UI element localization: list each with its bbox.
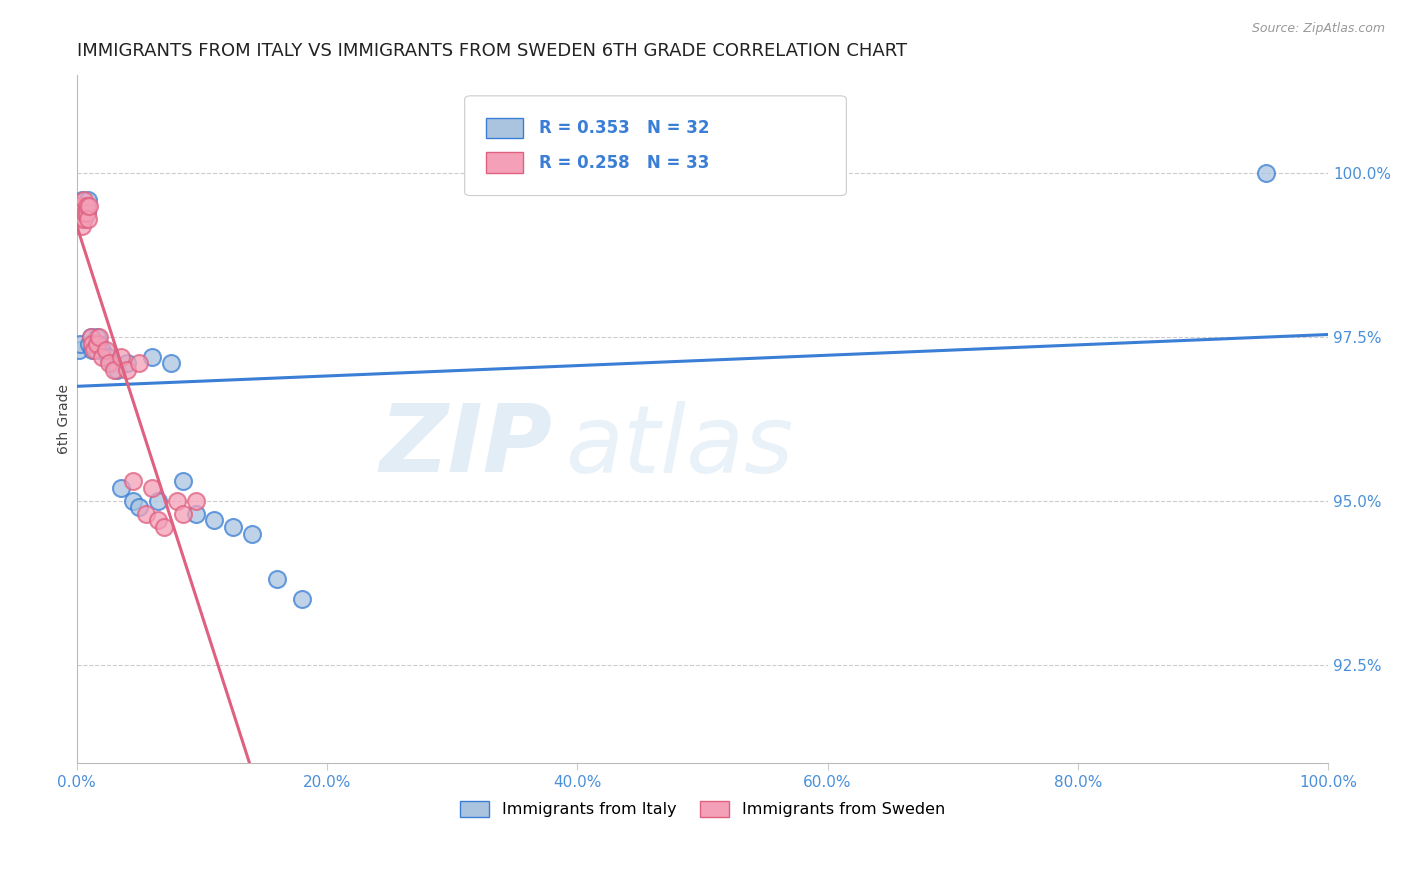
Point (115, 356, 138, 370)
Point (79, 330, 101, 344)
Point (222, 520, 245, 534)
Text: Source: ZipAtlas.com: Source: ZipAtlas.com (1251, 22, 1385, 36)
Point (89, 336, 111, 351)
Point (72, 205, 94, 219)
Text: ZIP: ZIP (380, 401, 553, 492)
Point (110, 350, 132, 364)
Point (291, 592, 314, 607)
Point (97, 350, 120, 364)
Point (70, 212, 93, 227)
Point (67, 205, 90, 219)
Point (83, 343, 105, 358)
Point (146, 493, 169, 508)
Point (166, 493, 188, 508)
FancyBboxPatch shape (486, 118, 523, 138)
Point (86, 336, 108, 351)
Point (79, 330, 101, 344)
Point (77, 336, 100, 351)
Legend: Immigrants from Italy, Immigrants from Sweden: Immigrants from Italy, Immigrants from S… (454, 794, 952, 823)
FancyBboxPatch shape (464, 95, 846, 195)
Point (141, 481, 163, 495)
Point (90, 350, 112, 364)
Y-axis label: 6th Grade: 6th Grade (58, 384, 72, 454)
Point (89, 330, 111, 344)
Point (159, 356, 181, 370)
Point (77, 199, 100, 213)
Point (94, 343, 117, 358)
Point (77, 193, 100, 207)
Point (72, 212, 94, 227)
Point (67, 343, 90, 358)
Point (141, 350, 163, 364)
Point (115, 363, 138, 377)
Point (122, 493, 145, 508)
Point (240, 526, 263, 541)
Point (128, 356, 150, 370)
Point (69, 199, 91, 213)
Point (146, 514, 169, 528)
Text: IMMIGRANTS FROM ITALY VS IMMIGRANTS FROM SWEDEN 6TH GRADE CORRELATION CHART: IMMIGRANTS FROM ITALY VS IMMIGRANTS FROM… (77, 42, 907, 60)
Point (128, 500, 150, 515)
Point (172, 474, 194, 488)
Point (122, 474, 145, 488)
Point (75, 199, 97, 213)
Text: R = 0.353   N = 32: R = 0.353 N = 32 (538, 120, 709, 137)
Point (76, 205, 98, 219)
Text: atlas: atlas (565, 401, 793, 492)
Point (135, 507, 157, 521)
Point (76, 199, 98, 213)
Point (73, 193, 96, 207)
Point (72, 199, 94, 213)
Point (266, 573, 288, 587)
Point (80, 343, 103, 358)
Point (184, 507, 207, 521)
Point (80, 336, 103, 351)
FancyBboxPatch shape (486, 153, 523, 173)
Point (110, 481, 132, 495)
Point (103, 363, 125, 377)
Point (76, 205, 98, 219)
Point (98, 356, 121, 370)
Point (70, 193, 93, 207)
Point (184, 493, 207, 508)
Point (100, 356, 122, 370)
Point (153, 520, 176, 534)
Point (105, 363, 128, 377)
Point (66, 199, 89, 213)
Point (90, 343, 112, 358)
Point (172, 507, 194, 521)
Point (69, 336, 91, 351)
Point (84, 343, 107, 358)
Point (1254, 166, 1277, 180)
Text: R = 0.258   N = 33: R = 0.258 N = 33 (538, 153, 709, 171)
Point (77, 212, 100, 227)
Point (75, 205, 97, 219)
Point (70, 219, 93, 233)
Point (86, 330, 108, 344)
Point (202, 514, 225, 528)
